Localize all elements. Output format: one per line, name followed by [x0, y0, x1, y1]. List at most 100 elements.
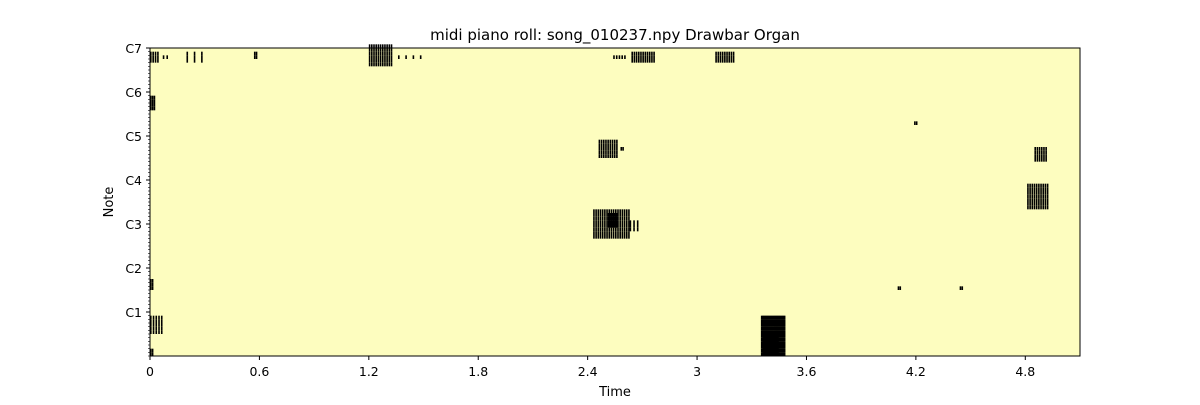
note-mark: [776, 323, 778, 327]
note-mark: [193, 55, 196, 59]
note-mark: [779, 315, 782, 320]
note-mark: [597, 213, 600, 217]
y-tick-label: C1: [125, 305, 142, 320]
note-mark: [601, 224, 604, 228]
note-mark: [152, 51, 154, 56]
note-mark: [255, 51, 258, 56]
note-mark: [715, 55, 717, 59]
note-mark: [629, 224, 632, 228]
x-tick-label: 4.2: [906, 364, 926, 379]
note-mark: [780, 315, 783, 320]
note-mark: [611, 143, 614, 147]
note-mark: [1040, 147, 1043, 151]
note-mark: [778, 341, 780, 345]
note-mark: [765, 315, 767, 320]
note-mark: [613, 55, 615, 59]
note-mark: [600, 139, 603, 144]
note-mark: [1038, 187, 1040, 191]
note-mark: [620, 147, 623, 151]
note-mark: [599, 209, 602, 213]
note-mark: [761, 323, 764, 327]
note-mark: [160, 330, 163, 334]
note-mark: [616, 150, 618, 155]
note-mark: [162, 55, 165, 59]
note-mark: [777, 330, 779, 334]
note-mark: [599, 235, 602, 239]
note-mark: [609, 150, 612, 155]
note-mark: [602, 150, 605, 155]
y-tick-label: C7: [125, 41, 142, 56]
note-mark: [732, 55, 735, 59]
note-mark: [621, 227, 624, 232]
note-mark: [1027, 205, 1029, 210]
note-mark: [598, 147, 601, 151]
note-mark: [150, 95, 152, 100]
note-mark: [637, 51, 640, 56]
minor-y-ticks: [148, 47, 150, 357]
note-mark: [604, 227, 606, 232]
note-mark: [373, 55, 375, 59]
note-mark: [1045, 158, 1047, 162]
note-mark: [770, 319, 773, 323]
note-mark: [719, 51, 722, 56]
note-mark: [153, 95, 156, 100]
note-mark: [782, 348, 785, 353]
note-mark: [1031, 202, 1034, 206]
note-mark: [151, 99, 154, 103]
note-mark: [398, 55, 400, 59]
note-mark: [154, 59, 157, 63]
note-mark: [636, 220, 639, 224]
note-mark: [368, 51, 371, 56]
note-mark: [593, 209, 595, 213]
note-mark: [619, 213, 621, 217]
note-mark: [616, 147, 618, 151]
note-mark: [604, 235, 606, 239]
note-mark: [613, 143, 616, 147]
note-mark: [1038, 147, 1041, 151]
note-mark: [777, 326, 779, 331]
x-tick-label: 3: [693, 364, 701, 379]
note-mark: [623, 220, 626, 224]
x-tick-label: 0.6: [249, 364, 269, 379]
note-mark: [1035, 198, 1038, 202]
note-mark: [614, 216, 616, 221]
note-mark: [730, 59, 733, 63]
note-mark: [772, 323, 775, 327]
note-mark: [1036, 154, 1039, 158]
note-mark: [1029, 183, 1031, 188]
note-mark: [770, 323, 773, 327]
note-mark: [150, 286, 152, 290]
note-mark: [774, 330, 776, 334]
note-mark: [783, 323, 786, 327]
note-mark: [153, 106, 156, 111]
note-mark: [779, 326, 782, 331]
note-mark: [763, 323, 765, 327]
note-mark: [1040, 194, 1042, 199]
note-mark: [607, 143, 609, 147]
note-mark: [765, 319, 767, 323]
note-mark: [619, 209, 621, 213]
note-mark: [1038, 154, 1041, 158]
note-mark: [1042, 183, 1045, 188]
note-mark: [766, 323, 768, 327]
note-mark: [760, 348, 763, 353]
note-mark: [728, 55, 731, 59]
note-mark: [781, 330, 784, 334]
note-mark: [628, 216, 630, 221]
note-mark: [611, 154, 614, 158]
note-mark: [618, 55, 621, 59]
note-mark: [1038, 194, 1040, 199]
notes-layer: [150, 44, 1049, 356]
note-mark: [616, 154, 618, 158]
note-mark: [155, 326, 158, 331]
note-mark: [384, 48, 386, 52]
note-mark: [604, 213, 606, 217]
note-mark: [721, 55, 724, 59]
note-mark: [768, 323, 771, 327]
note-mark: [633, 220, 635, 224]
note-mark: [781, 345, 784, 349]
note-mark: [781, 337, 784, 342]
note-mark: [619, 220, 621, 224]
note-mark: [157, 59, 159, 63]
note-mark: [150, 323, 152, 327]
